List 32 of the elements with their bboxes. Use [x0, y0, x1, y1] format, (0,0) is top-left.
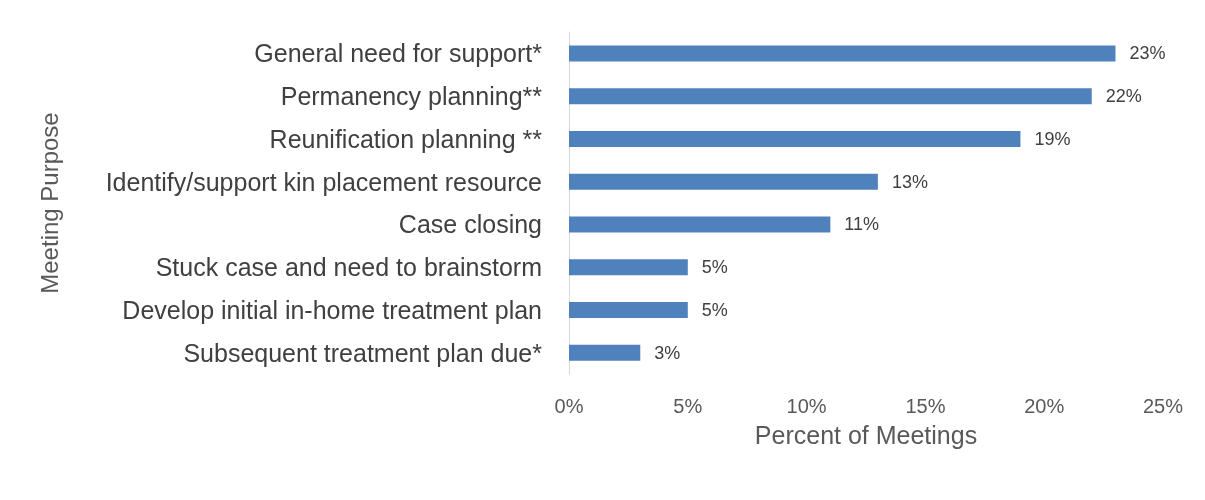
bar	[569, 173, 878, 190]
y-tick-label: Subsequent treatment plan due*	[183, 338, 543, 367]
bar	[569, 216, 831, 233]
y-tick-label: Develop initial in-home treatment plan	[122, 295, 542, 324]
y-tick-label: Permanency planning**	[280, 82, 543, 111]
data-label: 22%	[1105, 86, 1142, 107]
bar	[569, 45, 1116, 62]
x-tick-label: 20%	[1024, 395, 1065, 417]
y-tick-label: Stuck case and need to brainstorm	[155, 253, 542, 282]
bar	[569, 88, 1092, 105]
x-tick-label: 0%	[554, 395, 584, 417]
x-tick-label: 10%	[786, 395, 827, 417]
data-label: 5%	[701, 299, 728, 320]
data-label: 23%	[1129, 43, 1166, 64]
bar	[569, 130, 1021, 147]
bar	[569, 259, 688, 276]
y-tick-label: Identify/support kin placement resource	[105, 167, 542, 196]
data-label: 11%	[844, 214, 880, 235]
bar	[569, 344, 641, 361]
y-tick-label: Reunification planning **	[269, 124, 543, 153]
data-label: 19%	[1034, 128, 1071, 149]
y-tick-label: Case closing	[398, 210, 542, 239]
data-label: 5%	[701, 257, 728, 278]
bar	[569, 301, 688, 318]
x-tick-label: 5%	[673, 395, 703, 417]
y-tick-label: General need for support*	[254, 39, 543, 68]
data-label: 3%	[654, 342, 681, 363]
x-tick-label: 15%	[905, 395, 946, 417]
y-axis-title: Meeting Purpose	[35, 112, 63, 294]
x-tick-label: 25%	[1142, 395, 1184, 417]
data-label: 13%	[891, 171, 928, 192]
x-axis-title: Percent of Meetings	[754, 420, 978, 449]
